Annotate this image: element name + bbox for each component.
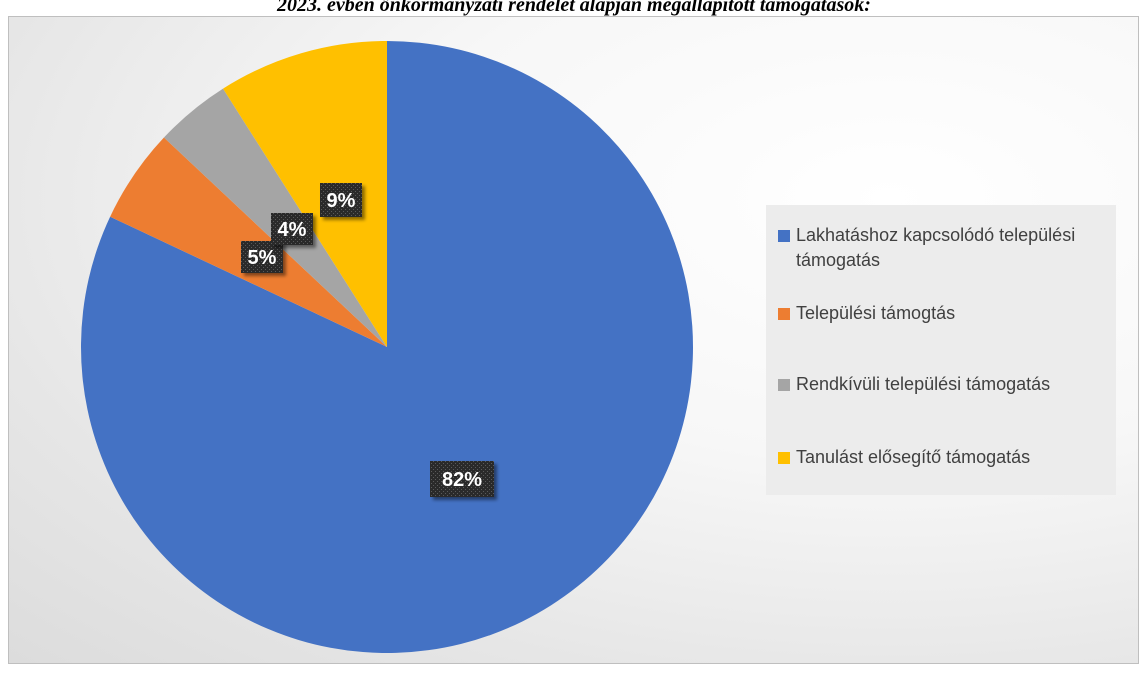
- data-label-box: [241, 241, 283, 273]
- pie-slices: [80, 41, 693, 653]
- legend-item-3: Rendkívüli települési támogatás: [778, 372, 1113, 397]
- data-label-text: 82%: [442, 469, 482, 491]
- legend-label: Lakhatáshoz kapcsolódó települési támoga…: [796, 225, 1076, 270]
- legend-item-2: Települési támogtás: [778, 301, 1113, 326]
- legend-item-1: Lakhatáshoz kapcsolódó települési támoga…: [778, 223, 1113, 273]
- data-label-box: [320, 183, 362, 217]
- pie-data-labels: 82% 5%4% 9%: [241, 183, 494, 497]
- data-label-4: 9%: [320, 183, 362, 217]
- chart-area: 82% 5% 4% 9% Lakhatáshoz kapcsolódó települ…: [8, 16, 1139, 664]
- legend: Lakhatáshoz kapcsolódó települési támoga…: [766, 205, 1116, 495]
- data-label-box: [271, 213, 313, 245]
- data-label-3: 4%: [271, 213, 313, 245]
- pie-chart: 82% 5%4% 9%: [80, 41, 693, 653]
- data-label-text: 4%: [278, 219, 307, 241]
- legend-swatch: [778, 452, 790, 464]
- legend-label: Tanulást elősegítő támogatás: [796, 447, 1031, 467]
- legend-label: Települési támogtás: [796, 303, 956, 323]
- pie-slice-4: [223, 41, 387, 347]
- legend-label: Rendkívüli települési támogatás: [796, 374, 1051, 394]
- data-label-text: 9%: [327, 190, 356, 212]
- legend-swatch: [778, 308, 790, 320]
- legend-swatch: [778, 379, 790, 391]
- data-label-2: 5%: [241, 241, 283, 273]
- data-label-text: 5%: [248, 247, 277, 269]
- chart-title: 2023. évben önkormányzati rendelet alapj…: [277, 0, 871, 16]
- data-label-1: 82%: [430, 461, 494, 497]
- legend-item-4: Tanulást elősegítő támogatás: [778, 445, 1113, 470]
- legend-swatch: [778, 230, 790, 242]
- data-label-box: [430, 461, 494, 497]
